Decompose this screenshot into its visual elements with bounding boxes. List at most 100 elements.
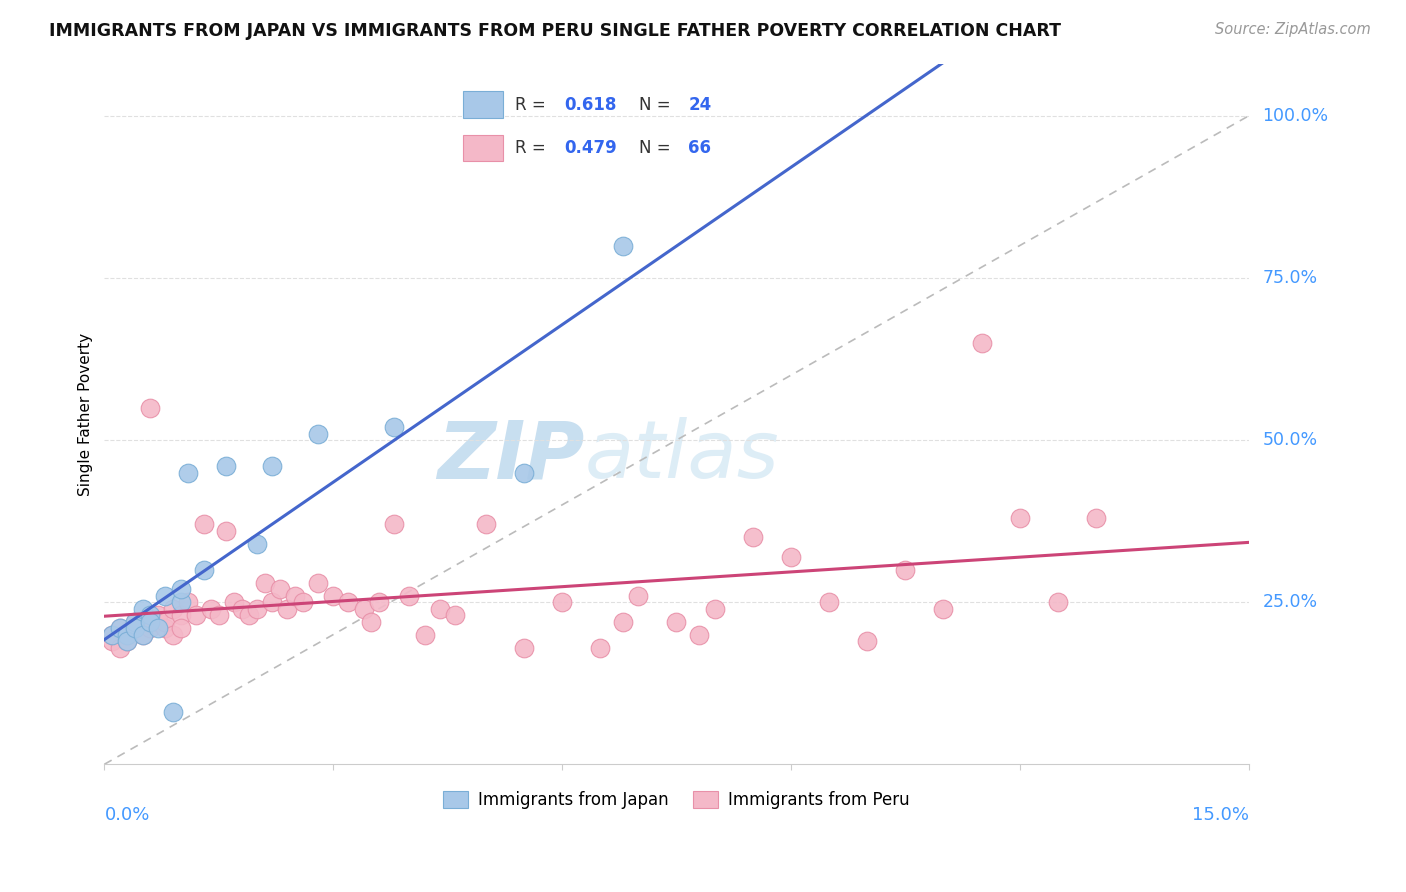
Point: [1008, 511, 1031, 525]
Point: [246, 537, 269, 551]
Point: [169, 621, 191, 635]
Point: [193, 517, 215, 532]
Point: [262, 458, 284, 473]
Point: [818, 595, 841, 609]
Point: [215, 458, 238, 473]
Point: [970, 335, 993, 350]
Point: [169, 608, 191, 623]
Point: [246, 601, 269, 615]
Point: [101, 634, 124, 648]
Point: [894, 563, 917, 577]
Point: [208, 608, 231, 623]
Point: [146, 608, 169, 623]
Point: [162, 601, 184, 615]
Point: [101, 627, 124, 641]
Point: [117, 627, 139, 641]
Point: [703, 601, 725, 615]
Point: [101, 627, 124, 641]
Text: Source: ZipAtlas.com: Source: ZipAtlas.com: [1215, 22, 1371, 37]
Point: [146, 615, 169, 629]
Point: [117, 627, 139, 641]
Point: [215, 524, 238, 538]
Point: [139, 621, 162, 635]
Point: [665, 615, 688, 629]
Point: [253, 575, 276, 590]
Text: 15.0%: 15.0%: [1191, 806, 1249, 824]
Point: [627, 589, 650, 603]
Text: 0.0%: 0.0%: [104, 806, 150, 824]
Text: IMMIGRANTS FROM JAPAN VS IMMIGRANTS FROM PERU SINGLE FATHER POVERTY CORRELATION : IMMIGRANTS FROM JAPAN VS IMMIGRANTS FROM…: [49, 22, 1062, 40]
Point: [269, 582, 291, 597]
Text: 100.0%: 100.0%: [1263, 107, 1329, 125]
Text: 50.0%: 50.0%: [1263, 431, 1317, 449]
Point: [1084, 511, 1107, 525]
Point: [688, 627, 710, 641]
Point: [124, 621, 146, 635]
Point: [155, 615, 177, 629]
Point: [262, 595, 284, 609]
Text: atlas: atlas: [585, 417, 780, 495]
Point: [177, 595, 200, 609]
Point: [932, 601, 955, 615]
Point: [444, 608, 467, 623]
Point: [162, 706, 184, 720]
Point: [337, 595, 360, 609]
Point: [1046, 595, 1069, 609]
Point: [124, 615, 146, 629]
Point: [139, 401, 162, 415]
Point: [162, 627, 184, 641]
Point: [856, 634, 879, 648]
Point: [474, 517, 496, 532]
Point: [307, 426, 329, 441]
Point: [139, 608, 162, 623]
Text: ZIP: ZIP: [437, 417, 585, 495]
Point: [155, 621, 177, 635]
Point: [779, 549, 801, 564]
Point: [513, 640, 536, 655]
Legend: Immigrants from Japan, Immigrants from Peru: Immigrants from Japan, Immigrants from P…: [436, 784, 917, 815]
Point: [429, 601, 451, 615]
Point: [108, 621, 131, 635]
Point: [589, 640, 612, 655]
Point: [108, 621, 131, 635]
Point: [139, 615, 162, 629]
Point: [382, 420, 405, 434]
Text: 75.0%: 75.0%: [1263, 269, 1317, 287]
Point: [146, 621, 169, 635]
Point: [353, 601, 375, 615]
Point: [284, 589, 307, 603]
Point: [398, 589, 420, 603]
Point: [193, 563, 215, 577]
Point: [131, 615, 153, 629]
Point: [231, 601, 253, 615]
Point: [276, 601, 298, 615]
Point: [368, 595, 391, 609]
Point: [413, 627, 436, 641]
Point: [200, 601, 222, 615]
Point: [155, 589, 177, 603]
Point: [612, 238, 634, 252]
Point: [117, 634, 139, 648]
Point: [291, 595, 314, 609]
Point: [360, 615, 382, 629]
Point: [238, 608, 260, 623]
Point: [551, 595, 574, 609]
Point: [169, 582, 191, 597]
Point: [131, 627, 153, 641]
Point: [307, 575, 329, 590]
Point: [612, 615, 634, 629]
Point: [108, 640, 131, 655]
Point: [741, 530, 763, 544]
Text: 25.0%: 25.0%: [1263, 593, 1317, 611]
Point: [382, 517, 405, 532]
Point: [222, 595, 245, 609]
Point: [184, 608, 207, 623]
Y-axis label: Single Father Poverty: Single Father Poverty: [79, 333, 93, 496]
Point: [131, 627, 153, 641]
Point: [322, 589, 344, 603]
Point: [131, 601, 153, 615]
Point: [124, 621, 146, 635]
Point: [117, 634, 139, 648]
Point: [169, 595, 191, 609]
Point: [177, 466, 200, 480]
